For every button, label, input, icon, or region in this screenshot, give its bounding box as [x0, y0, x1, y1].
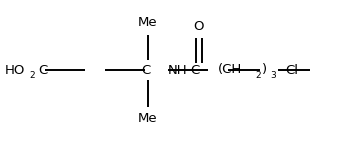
Text: 2: 2 — [255, 71, 261, 81]
Text: O: O — [194, 20, 204, 34]
Text: (CH: (CH — [218, 63, 242, 77]
Text: C: C — [38, 63, 47, 77]
Text: Cl: Cl — [285, 63, 298, 77]
Text: 2: 2 — [29, 71, 35, 81]
Text: C: C — [141, 63, 150, 77]
Text: NH: NH — [168, 63, 188, 77]
Text: ): ) — [262, 63, 267, 77]
Text: HO: HO — [5, 63, 25, 77]
Text: Me: Me — [138, 16, 158, 28]
Text: 3: 3 — [270, 71, 276, 81]
Text: C: C — [190, 63, 199, 77]
Text: Me: Me — [138, 112, 158, 125]
